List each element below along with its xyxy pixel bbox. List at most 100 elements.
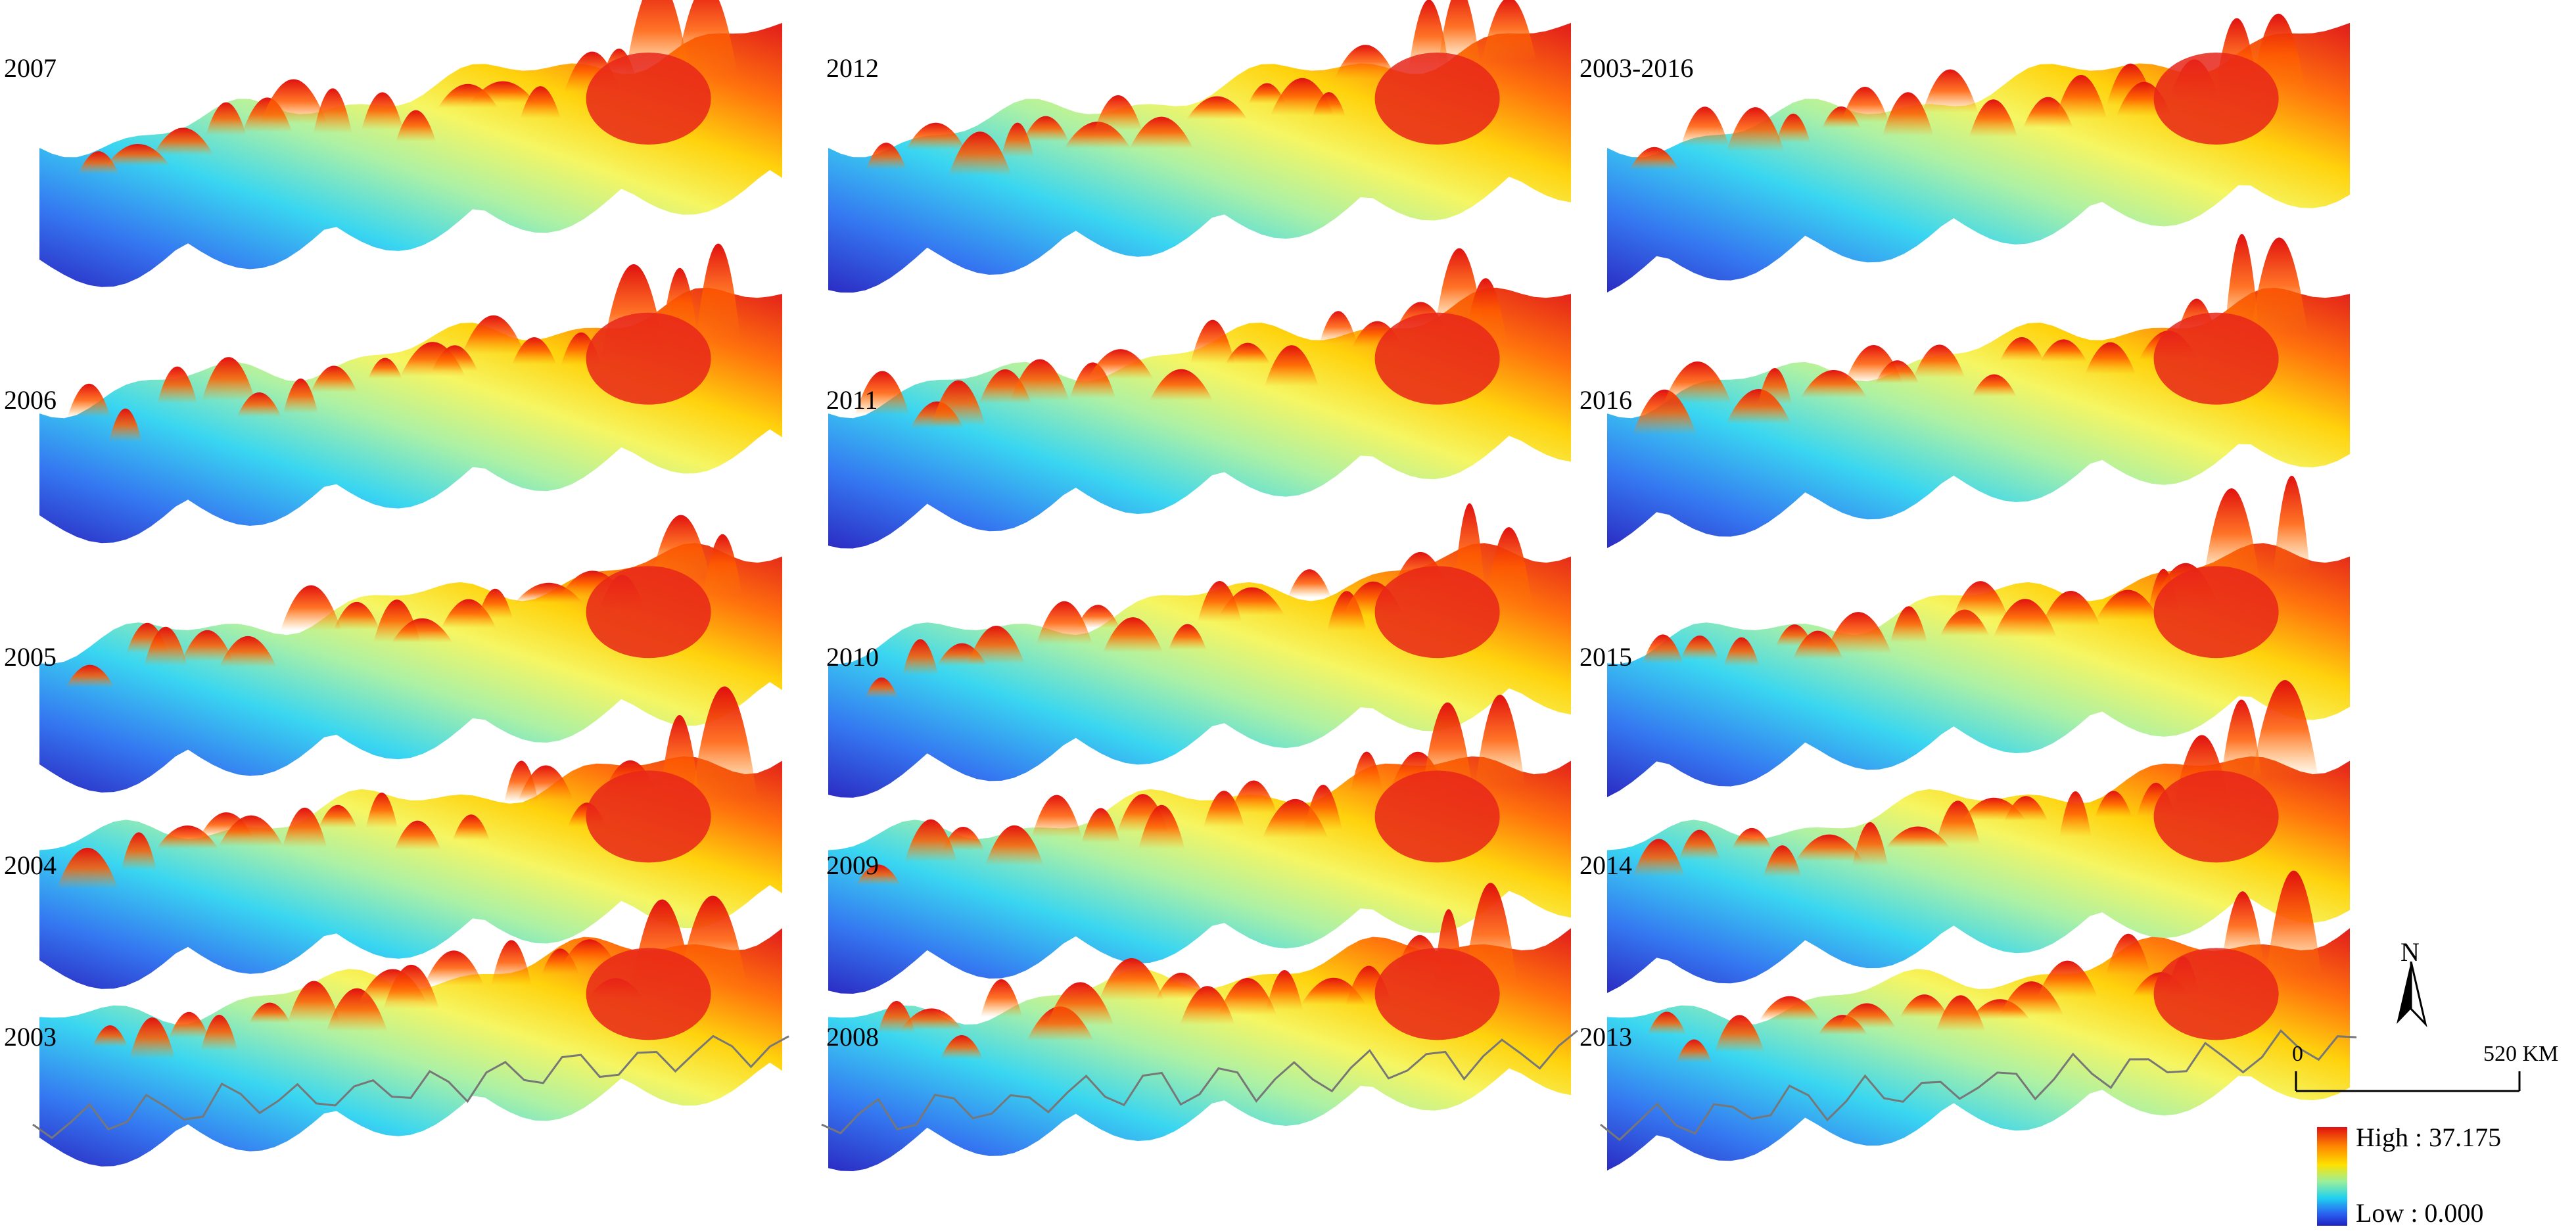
surface-peak: [515, 582, 583, 603]
surface-high-region: [2153, 53, 2279, 145]
surface-peak: [1168, 624, 1207, 650]
surface-peak: [2059, 791, 2092, 837]
surface-peak: [333, 601, 380, 630]
region-boundary: [821, 1029, 1578, 1135]
surface-peak: [2041, 591, 2101, 626]
surface-panel: [1600, 870, 2357, 1171]
surface-peak: [477, 588, 513, 618]
surface-peak: [1023, 116, 1069, 142]
panel-label-2016: 2016: [1580, 385, 1632, 415]
surface-peak: [1886, 826, 1950, 848]
surface-peak: [1714, 1015, 1765, 1052]
surface-peak: [1081, 808, 1120, 843]
panel-label-2015: 2015: [1580, 642, 1632, 672]
region-boundary: [32, 1034, 789, 1140]
surface-peak: [1438, 0, 1481, 66]
surface-high-region: [586, 53, 711, 145]
surface-peak: [1350, 751, 1383, 793]
surface-peak: [201, 357, 256, 401]
scale-unit: KM: [2522, 1042, 2559, 1066]
scale-start: 0: [2292, 1042, 2303, 1066]
surface-high-region: [2153, 312, 2279, 405]
surface-peak: [512, 337, 557, 365]
surface-panel: [39, 243, 782, 544]
surface-peak: [1248, 83, 1286, 104]
surface-peak: [1952, 581, 2009, 618]
surface-peak: [1482, 0, 1537, 61]
surface-peak: [2273, 475, 2310, 572]
surface-peak: [942, 827, 985, 850]
surface-peak: [200, 1015, 238, 1051]
surface-peak: [1922, 69, 1979, 113]
surface-peak: [518, 765, 574, 801]
surface-peak: [1319, 311, 1357, 343]
surface-peak: [1304, 785, 1342, 830]
surface-peak: [906, 122, 966, 150]
surface-peak: [1475, 694, 1525, 785]
surface-peak: [1266, 970, 1303, 1011]
surface-panel: [1607, 475, 2350, 797]
surface-high-region: [1374, 312, 1500, 405]
surface-peak: [2085, 342, 2136, 375]
surface-high-region: [1374, 53, 1500, 145]
surface-peak: [1993, 599, 2057, 638]
surface-peak: [1890, 606, 1927, 643]
surface-peak: [1726, 107, 1785, 152]
surface-peak: [1102, 617, 1163, 653]
surface-peak: [1046, 982, 1114, 1026]
surface-peak: [980, 979, 1023, 1017]
surface-peak: [287, 981, 340, 1023]
surface-peak: [396, 110, 436, 142]
surface-peak: [904, 819, 958, 862]
surface-panel: [828, 0, 1571, 293]
panel-label-2012: 2012: [826, 53, 879, 83]
surface-peak: [1883, 92, 1934, 136]
surface-peak: [1031, 795, 1082, 837]
north-arrow-icon: [2397, 962, 2427, 1027]
surface-peak: [394, 820, 441, 850]
surface-peak: [1204, 791, 1245, 827]
surface-peak: [157, 366, 198, 404]
legend-high-label: High : 37.175: [2356, 1123, 2502, 1152]
panel-label-2004: 2004: [4, 850, 57, 880]
surface-high-region: [2153, 566, 2279, 659]
surface-peak: [1435, 248, 1484, 327]
surface-peak: [1795, 834, 1863, 862]
surface-peak: [855, 371, 910, 415]
surface-peak: [651, 515, 711, 578]
surface-peak: [1999, 981, 2064, 1015]
surface-peak: [66, 664, 114, 687]
surface-peak: [866, 143, 906, 170]
surface-peak: [1190, 319, 1235, 363]
surface-peak: [1725, 389, 1791, 424]
surface-peak: [1723, 637, 1760, 666]
panel-label-2010: 2010: [826, 642, 879, 672]
surface-high-region: [2153, 948, 2279, 1040]
surface-group: [32, 0, 2357, 1171]
surface-peak: [985, 825, 1044, 866]
surface-panel: [39, 686, 782, 989]
surface-peak: [1763, 845, 1802, 877]
surface-peak: [2037, 960, 2098, 998]
surface-peak: [1094, 95, 1142, 131]
surface-peak: [1218, 977, 1277, 1015]
surface-peak: [2055, 75, 2107, 119]
surface-panel: [39, 0, 782, 287]
panel-label-2003: 2003: [4, 1022, 57, 1052]
surface-peak: [2203, 488, 2260, 580]
surface-peak: [1633, 839, 1685, 877]
surface-peak: [1264, 345, 1319, 386]
panel-label-2008: 2008: [826, 1022, 879, 1052]
surface-high-region: [586, 312, 711, 405]
panel-label-2007: 2007: [4, 53, 57, 83]
surface-peak: [2095, 791, 2132, 818]
surface-peak: [2000, 337, 2044, 361]
surface-peak: [1156, 973, 1207, 999]
surface-peak: [156, 825, 219, 849]
surface-peak: [152, 128, 214, 155]
surface-peak: [1681, 635, 1719, 659]
surface-peak: [1936, 995, 1986, 1032]
surface-peak: [1138, 804, 1185, 849]
surface-peak: [1913, 344, 1965, 378]
